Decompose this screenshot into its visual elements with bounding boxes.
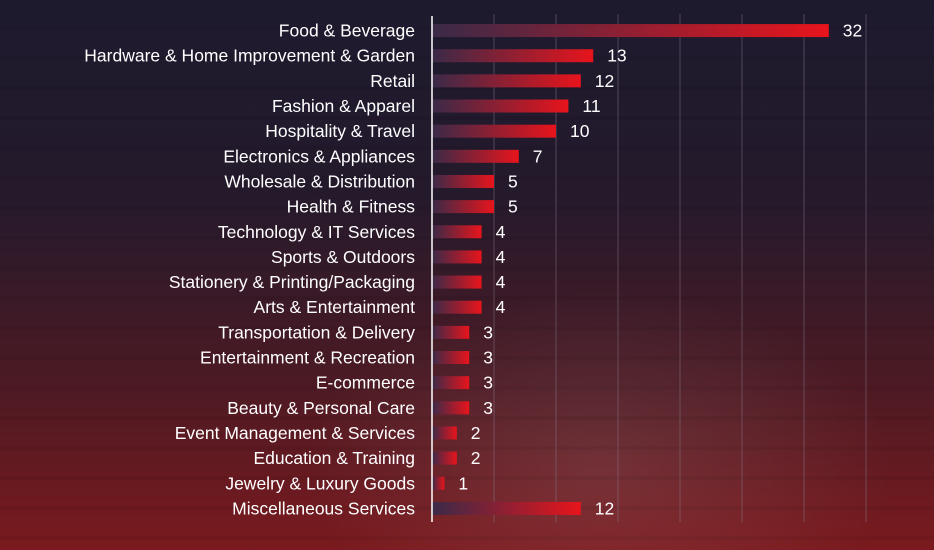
- value-label: 7: [533, 146, 543, 166]
- category-label: Stationery & Printing/Packaging: [169, 272, 415, 292]
- category-label: Education & Training: [254, 448, 416, 468]
- value-label: 3: [483, 373, 493, 393]
- value-label: 13: [607, 46, 626, 66]
- category-label: Wholesale & Distribution: [224, 171, 415, 191]
- category-label: Miscellaneous Services: [232, 498, 415, 518]
- value-label: 4: [496, 247, 506, 267]
- category-label: E-commerce: [316, 373, 415, 393]
- category-label: Food & Beverage: [279, 21, 415, 41]
- value-label: 4: [496, 272, 506, 292]
- category-label: Hospitality & Travel: [265, 121, 415, 141]
- category-label: Arts & Entertainment: [254, 297, 416, 317]
- value-label: 3: [483, 322, 493, 342]
- bar: [432, 99, 569, 113]
- value-label: 12: [595, 71, 614, 91]
- value-label: 12: [595, 498, 614, 518]
- value-label: 2: [471, 448, 481, 468]
- bar: [432, 426, 457, 440]
- bar: [432, 300, 482, 314]
- bar: [432, 476, 445, 490]
- value-label: 32: [843, 21, 862, 41]
- bar: [432, 149, 519, 163]
- bar: [432, 376, 470, 390]
- value-label: 1: [458, 473, 468, 493]
- bar: [432, 225, 482, 239]
- bar: [432, 451, 457, 465]
- category-label: Transportation & Delivery: [218, 322, 415, 342]
- bar: [432, 501, 581, 515]
- category-label: Fashion & Apparel: [272, 96, 415, 116]
- value-label: 5: [508, 197, 518, 217]
- bar: [432, 401, 470, 415]
- category-label: Electronics & Appliances: [223, 146, 415, 166]
- bar: [432, 174, 494, 188]
- category-label: Technology & IT Services: [218, 222, 415, 242]
- bar: [432, 124, 556, 138]
- bar: [432, 49, 594, 63]
- value-label: 4: [496, 297, 506, 317]
- category-label: Sports & Outdoors: [271, 247, 415, 267]
- value-label: 4: [496, 222, 506, 242]
- value-label: 5: [508, 171, 518, 191]
- category-label: Entertainment & Recreation: [200, 348, 415, 368]
- value-label: 11: [582, 96, 600, 116]
- category-label: Retail: [370, 71, 415, 91]
- gridlines: [493, 14, 867, 522]
- category-label: Jewelry & Luxury Goods: [225, 473, 415, 493]
- value-label: 3: [483, 348, 493, 368]
- bar: [432, 74, 581, 88]
- category-label: Event Management & Services: [175, 423, 416, 443]
- value-label: 3: [483, 398, 493, 418]
- bar: [432, 325, 470, 339]
- bar: [432, 24, 829, 38]
- bar: [432, 351, 470, 365]
- bar: [432, 275, 482, 289]
- value-label: 10: [570, 121, 590, 141]
- bar: [432, 250, 482, 264]
- category-label: Hardware & Home Improvement & Garden: [84, 46, 415, 66]
- category-label: Health & Fitness: [287, 197, 416, 217]
- bar: [432, 200, 494, 214]
- value-label: 2: [471, 423, 481, 443]
- category-label: Beauty & Personal Care: [227, 398, 415, 418]
